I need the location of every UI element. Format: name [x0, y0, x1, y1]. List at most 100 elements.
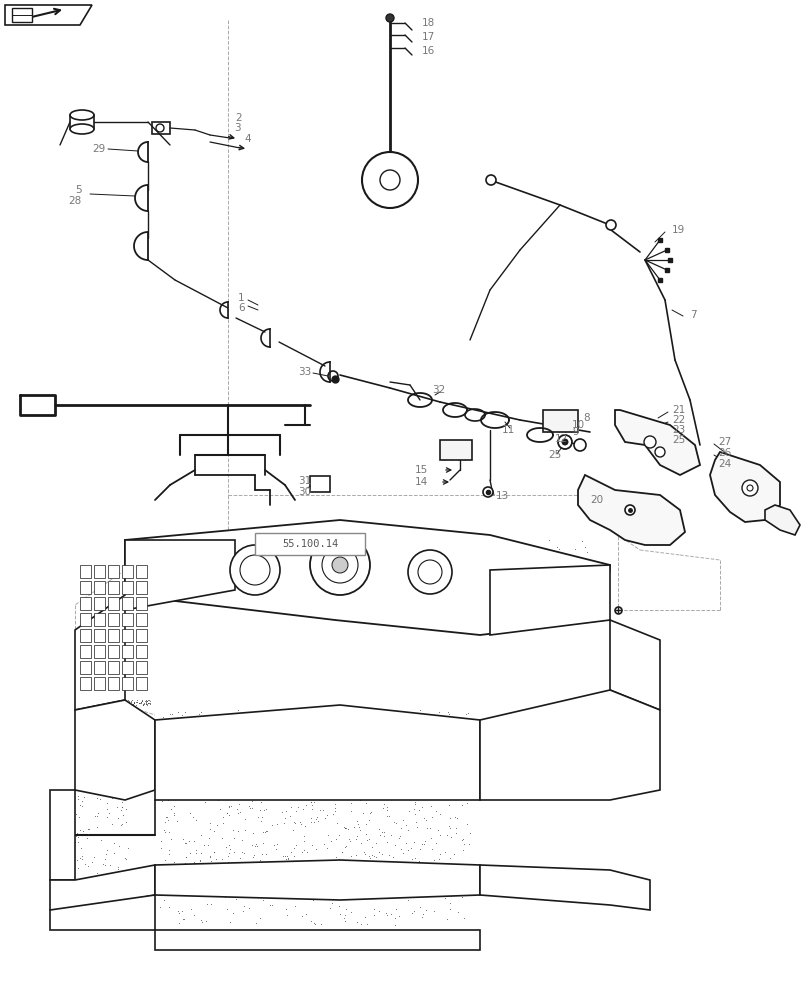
Circle shape — [654, 447, 664, 457]
Point — [160, 809, 173, 825]
Point — [418, 763, 431, 779]
Point — [187, 854, 200, 870]
Point — [204, 853, 217, 869]
Point — [494, 549, 507, 565]
Point — [116, 807, 129, 823]
Point — [245, 800, 258, 816]
Point — [284, 882, 297, 898]
Point — [250, 915, 263, 931]
Text: 2: 2 — [234, 113, 242, 123]
Point — [271, 931, 284, 947]
Point — [87, 695, 100, 711]
Point — [379, 718, 392, 734]
Point — [306, 797, 319, 813]
Point — [463, 825, 476, 841]
Point — [298, 818, 311, 834]
Point — [174, 760, 187, 776]
Point — [550, 539, 563, 555]
Point — [195, 771, 208, 787]
Point — [320, 807, 333, 823]
Point — [530, 553, 543, 569]
Point — [440, 911, 453, 927]
Point — [238, 572, 251, 588]
Point — [258, 581, 271, 597]
Point — [363, 574, 376, 590]
Point — [114, 868, 127, 884]
Point — [404, 572, 417, 588]
Point — [154, 767, 167, 783]
Point — [255, 707, 268, 723]
Point — [394, 841, 407, 857]
Point — [369, 835, 382, 851]
Point — [551, 541, 564, 557]
Point — [94, 694, 107, 710]
Point — [403, 866, 416, 882]
Point — [307, 915, 320, 931]
Point — [457, 842, 470, 858]
Point — [456, 545, 469, 561]
Point — [367, 907, 380, 923]
Point — [399, 569, 412, 585]
Point — [389, 572, 402, 588]
Point — [161, 870, 174, 886]
Point — [266, 717, 279, 733]
Point — [119, 696, 132, 712]
Point — [261, 542, 274, 558]
Point — [95, 832, 108, 848]
Point — [186, 722, 199, 738]
Point — [282, 706, 295, 722]
Point — [337, 725, 350, 741]
Point — [121, 696, 134, 712]
Point — [175, 707, 188, 723]
Point — [338, 763, 351, 779]
Text: 21: 21 — [672, 405, 684, 415]
Point — [322, 730, 335, 746]
Text: 1: 1 — [238, 293, 244, 303]
Bar — [80, 597, 91, 610]
Point — [194, 934, 207, 950]
Point — [167, 782, 180, 798]
Point — [548, 548, 561, 564]
Point — [311, 809, 324, 825]
Point — [294, 814, 307, 830]
Point — [264, 749, 277, 765]
Point — [423, 574, 436, 590]
Point — [304, 781, 317, 797]
Point — [346, 928, 359, 944]
Circle shape — [605, 220, 616, 230]
Point — [172, 535, 185, 551]
Point — [550, 575, 563, 591]
Point — [207, 560, 220, 576]
Text: 26: 26 — [717, 448, 731, 458]
Point — [143, 695, 156, 711]
Point — [263, 769, 276, 785]
Point — [202, 837, 215, 853]
Point — [405, 905, 418, 921]
Point — [418, 833, 431, 849]
Point — [320, 563, 333, 579]
Point — [568, 541, 581, 557]
Point — [387, 772, 400, 788]
Point — [401, 926, 414, 942]
Point — [167, 854, 180, 870]
Point — [81, 697, 94, 713]
Point — [248, 924, 261, 940]
Point — [376, 578, 389, 594]
Point — [316, 802, 329, 818]
Point — [117, 692, 130, 708]
Point — [557, 564, 570, 580]
Point — [71, 788, 84, 804]
Point — [114, 697, 127, 713]
Point — [280, 848, 293, 864]
Point — [457, 745, 470, 761]
Point — [454, 711, 467, 727]
Point — [85, 694, 98, 710]
Point — [100, 809, 113, 825]
Point — [396, 812, 409, 828]
Point — [436, 577, 449, 593]
Polygon shape — [75, 540, 234, 710]
Point — [177, 537, 190, 553]
Point — [254, 756, 267, 772]
Point — [423, 539, 436, 555]
Point — [134, 695, 147, 711]
